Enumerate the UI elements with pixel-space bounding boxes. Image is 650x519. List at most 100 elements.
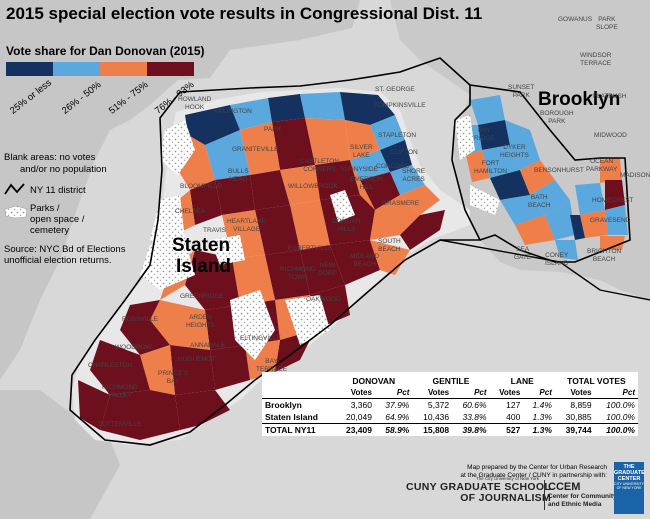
nb-silver-lake: SILVER LAKE xyxy=(350,144,373,159)
nb-bay-ridge: BAY RIDGE xyxy=(474,127,495,142)
row-name: Staten Island xyxy=(265,412,318,422)
nb-madison: MADISON xyxy=(620,172,650,179)
district-line-south xyxy=(439,239,650,301)
nb-homecrest: HOMECREST xyxy=(592,197,634,204)
nb-emerson-hill: EMERSON HILL xyxy=(350,176,383,191)
cell: 8,859 xyxy=(570,400,592,410)
cell: 60.6% xyxy=(462,400,487,410)
sub-votes: Votes xyxy=(412,387,453,399)
nb-charleston: CHARLESTON xyxy=(88,362,133,369)
cuny-small-text: The City University of New York xyxy=(476,476,540,481)
blank-note-2: and/or no population xyxy=(20,164,107,175)
nb-huguenot: HUGUENOT xyxy=(178,356,216,363)
table-row: Brooklyn 3,360 37.9% 5,372 60.6% 127 1.4… xyxy=(262,399,638,412)
nb-woodrow: WOODROW xyxy=(115,344,152,351)
nb-fort-hamilton: FORT HAMILTON xyxy=(474,160,507,175)
nb-howland-hook: HOWLAND HOOK xyxy=(178,96,212,111)
cuny-line-2: OF JOURNALISM xyxy=(460,492,552,504)
cuny-journalism-logo: CUNY GRADUATE SCHOOL OF JOURNALISM xyxy=(406,482,551,504)
staten-island-precincts xyxy=(78,92,445,440)
credit-text: Map prepared by the Center for Urban Res… xyxy=(452,464,607,480)
nb-egbertville: EGBERTVILLE xyxy=(288,245,333,252)
legend-swatch-4 xyxy=(147,62,194,76)
nb-south-beach: SOUTH BEACH xyxy=(378,238,401,253)
nb-borough-park: BOROUGH PARK xyxy=(540,110,574,125)
nb-park: PARK xyxy=(264,126,282,133)
nb-brighton-beach: BRIGHTON BEACH xyxy=(587,248,622,263)
nb-oakwood: OAKWOOD xyxy=(306,296,341,303)
sub-pct: Pct xyxy=(452,387,490,399)
cell: 1.3% xyxy=(532,412,552,422)
nb-bulls-head: BULLS HEAD xyxy=(228,168,249,183)
brooklyn-precincts xyxy=(462,95,628,260)
nb-clifton: CLIFTON xyxy=(390,149,418,156)
nb-eltingville: ELTINGVILLE xyxy=(240,335,281,342)
ccem-line-1: CCEM xyxy=(548,481,581,493)
nb-shore-acres: SHORE ACRES xyxy=(402,168,426,183)
nb-ocean-parkway: OCEAN PARKWAY xyxy=(586,158,618,173)
credit-line-1: Map prepared by the Center for Urban Res… xyxy=(467,464,607,471)
cell: 39,744 xyxy=(554,423,595,436)
cell: 527 xyxy=(489,423,524,436)
borough-label-staten-1: Staten xyxy=(172,235,231,256)
nb-new-dorp: NEW DORP xyxy=(318,262,337,277)
nb-bloomfield: BLOOMFIELD xyxy=(180,183,222,190)
header-total: TOTAL VOTES xyxy=(567,376,626,386)
nb-dyker-heights: DYKER HEIGHTS xyxy=(500,144,529,159)
cell: 100.0% xyxy=(594,423,638,436)
parks-brooklyn xyxy=(455,115,500,215)
borough-label-staten-2: Island xyxy=(176,256,231,277)
source-line-2: unofficial election returns. xyxy=(4,255,112,266)
district-legend-icon xyxy=(4,183,25,195)
credit-line-2: at the Graduate Center / CUNY in partner… xyxy=(460,472,607,479)
nb-arden-heights: ARDEN HEIGHTS xyxy=(186,314,215,329)
nb-bay-terrace: BAY TERRACE xyxy=(256,358,288,373)
graduate-center-logo xyxy=(614,462,644,514)
legend-swatch-1 xyxy=(6,62,53,76)
cell: 20,049 xyxy=(345,412,372,422)
ccem-line-3: and Ethnic Media xyxy=(548,501,602,508)
nb-st-george: ST. GEORGE xyxy=(375,86,415,93)
cell: 15,808 xyxy=(412,423,453,436)
sub-votes: Votes xyxy=(554,387,595,399)
row-name: TOTAL NY11 xyxy=(262,423,336,436)
sub-votes: Votes xyxy=(335,387,375,399)
nb-princes-bay: PRINCE'S BAY xyxy=(158,370,189,385)
nj-land xyxy=(0,0,360,380)
gc-line-3: CENTER xyxy=(617,476,641,482)
sub-votes: Votes xyxy=(489,387,524,399)
cell: 37.9% xyxy=(385,400,410,410)
nb-willowbrook: WILLOWBROOK xyxy=(288,183,338,190)
nb-gowanus: GOWANUS xyxy=(558,16,593,23)
nb-greenridge: GREENRIDGE xyxy=(180,293,224,300)
cell: 127 xyxy=(506,400,521,410)
nb-tompkinsville: TOMPKINSVILLE xyxy=(374,102,426,109)
sub-pct: Pct xyxy=(594,387,638,399)
nb-bath-beach: BATH BEACH xyxy=(528,194,551,209)
source-line-1: Source: NYC Bd of Elections xyxy=(4,244,126,255)
nb-annadale: ANNADALE xyxy=(190,342,226,349)
gc-line-2: GRADUATE xyxy=(614,470,645,476)
nb-bensonhurst: BENSONHURST xyxy=(534,167,584,174)
nb-rossville: ROSSVILLE xyxy=(122,316,159,323)
cell: 30,885 xyxy=(565,412,592,422)
legend-swatches xyxy=(6,62,194,76)
table-row-total: TOTAL NY11 23,409 58.9% 15,808 39.8% 527… xyxy=(262,423,638,436)
cell: 400 xyxy=(506,412,521,422)
nb-richmond-valley: RICHMOND VALLEY xyxy=(102,384,138,399)
nb-sea-gate: SEA GATE xyxy=(514,246,532,261)
cell: 100.0% xyxy=(606,400,635,410)
header-donovan: DONOVAN xyxy=(352,376,396,386)
nb-dongan-hills: DONGAN HILLS xyxy=(332,218,361,233)
gc-line-4: CITY UNIVERSITY OF NEW YORK xyxy=(614,482,644,490)
results-table: DONOVAN GENTILE LANE TOTAL VOTES Votes P… xyxy=(262,372,638,436)
nb-heartland-village: HEARTLAND VILLAGE xyxy=(227,218,267,233)
nb-park-slope: PARK SLOPE xyxy=(596,16,618,31)
table-subheader: Votes Pct Votes Pct Votes Pct Votes Pct xyxy=(262,387,638,399)
parks-legend-label-3: cemetery xyxy=(30,225,70,236)
header-gentile: GENTILE xyxy=(432,376,470,386)
nb-midwood: MIDWOOD xyxy=(594,132,627,139)
row-name: Brooklyn xyxy=(265,400,302,410)
legend-title: Vote share for Dan Donovan (2015) xyxy=(6,44,205,58)
nb-castleton-corners: CASTLETON CORNERS xyxy=(300,158,339,173)
